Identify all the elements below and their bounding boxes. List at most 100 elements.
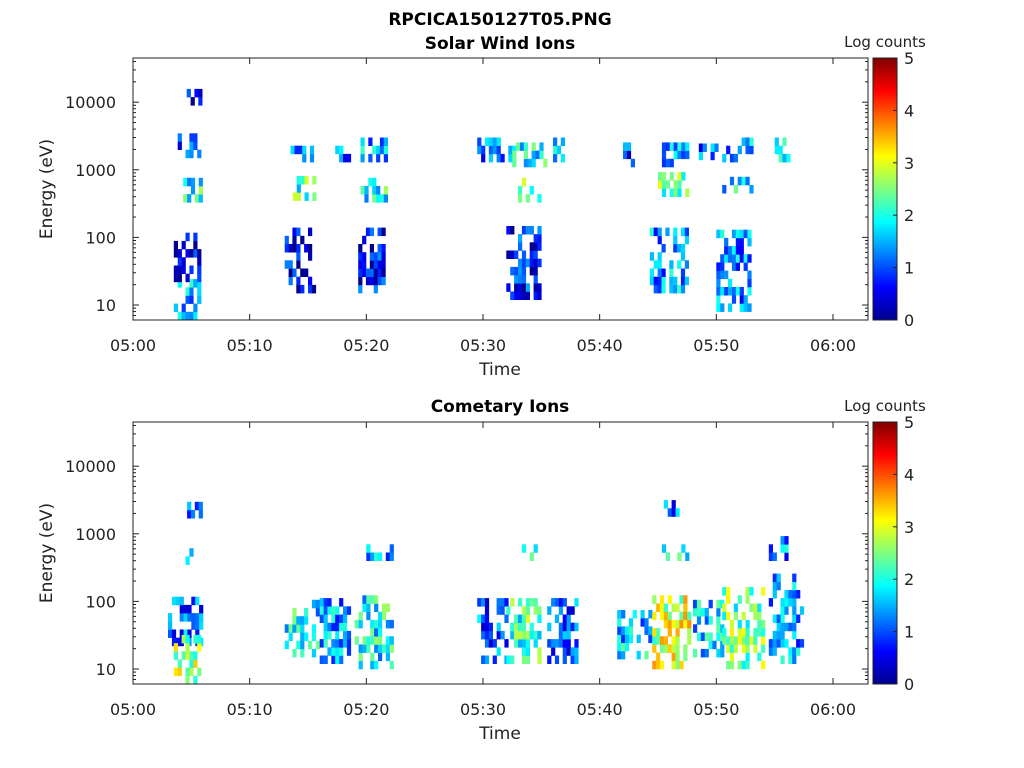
- heatmap-cell-13: [671, 619, 676, 629]
- heatmap-cell-12: [492, 145, 497, 155]
- heatmap-cell-15: [514, 266, 519, 276]
- heatmap-cell-9: [514, 622, 519, 632]
- colorbar-label-cometary: Log counts: [844, 397, 926, 415]
- heatmap-cell-8: [484, 639, 490, 648]
- heatmap-cell-13: [671, 660, 676, 670]
- heatmap-cell-19: [669, 172, 674, 181]
- heatmap-cell-13: [687, 628, 692, 637]
- heatmap-cell-24: [720, 229, 725, 239]
- heatmap-cell-12: [492, 137, 497, 146]
- heatmap-cell-11: [373, 252, 378, 261]
- heatmap-cell-5: [335, 614, 340, 623]
- heatmap-cell-15: [537, 242, 542, 251]
- colorbar-cometary: 0 1 2 3 4 5: [872, 413, 914, 694]
- heatmap-cell-17: [626, 150, 632, 160]
- heatmap-cell-4: [284, 624, 289, 633]
- heatmap-cell-8: [496, 630, 501, 640]
- heatmap-cell-20: [669, 284, 674, 294]
- heatmap-cell-5: [331, 614, 336, 623]
- heatmap-cell-12: [640, 618, 645, 627]
- heatmap-cell-4: [296, 624, 301, 633]
- heatmap-cell-17: [776, 622, 781, 632]
- heatmap-cell-17: [772, 630, 777, 640]
- heatmap-cell-7: [378, 552, 383, 561]
- heatmap-cell-16: [737, 628, 742, 637]
- heatmap-cell-13: [683, 595, 688, 604]
- heatmap-cell-16: [722, 636, 727, 645]
- heatmap-cell-6: [378, 652, 383, 662]
- heatmap-cell-8: [492, 639, 497, 648]
- heatmap-cell-17: [784, 590, 789, 599]
- heatmap-cell-0: [197, 279, 202, 288]
- heatmap-cell-7: [292, 235, 297, 245]
- heatmap-cell-1: [185, 634, 190, 644]
- heatmap-cell-1: [181, 651, 186, 660]
- heatmap-cell-15: [529, 250, 534, 259]
- heatmap-cell-13: [667, 619, 672, 629]
- heatmap-cell-13: [652, 595, 657, 604]
- heatmap-cell-16: [733, 603, 738, 612]
- x-tick-label: 05:30: [460, 336, 506, 355]
- heatmap-cell-1: [197, 273, 202, 283]
- heatmap-cell-2: [177, 141, 182, 150]
- heatmap-cell-6: [378, 644, 383, 653]
- heatmap-cell-7: [296, 276, 301, 286]
- heatmap-cell-4: [198, 97, 203, 106]
- heatmap-cell-13: [687, 636, 692, 645]
- heatmap-cell-19: [681, 172, 686, 181]
- heatmap-cell-5: [319, 606, 324, 615]
- heatmap-cell-12: [628, 634, 633, 644]
- heatmap-cell-1: [197, 257, 202, 266]
- heatmap-cell-5: [331, 639, 336, 648]
- heatmap-cell-16: [729, 619, 735, 629]
- heatmap-cell-24: [735, 237, 740, 247]
- heatmap-cell-6: [300, 176, 305, 185]
- heatmap-cell-16: [722, 603, 727, 612]
- heatmap-cell-20: [680, 244, 686, 253]
- heatmap-cell-16: [761, 636, 766, 645]
- colorbar-tick-label: 3: [904, 518, 914, 537]
- heatmap-cell-10: [566, 639, 571, 648]
- heatmap-cell-12: [628, 618, 633, 627]
- heatmap-cell-9: [510, 655, 515, 664]
- heatmap-cell-6: [385, 619, 390, 629]
- heatmap-cell-24: [739, 237, 744, 247]
- heatmap-cell-0: [189, 311, 194, 321]
- heatmap-cell-15: [518, 275, 523, 284]
- heatmap-cell-11: [381, 276, 386, 286]
- heatmap-cell-0: [168, 629, 173, 638]
- heatmap-cell-1: [189, 667, 194, 677]
- heatmap-cell-14: [665, 552, 670, 561]
- heatmap-cell-19: [673, 188, 678, 197]
- heatmap-cell-18: [768, 552, 773, 561]
- heatmap-cells-cometary: [168, 500, 805, 685]
- heatmap-cell-20: [684, 260, 689, 269]
- heatmap-cell-12: [617, 618, 622, 627]
- heatmap-cell-9: [360, 145, 365, 155]
- heatmap-cell-12: [508, 145, 513, 155]
- heatmap-cell-19: [665, 180, 670, 189]
- heatmap-cell-15: [712, 640, 717, 650]
- heatmap-cell-5: [327, 630, 332, 640]
- heatmap-cell-6: [366, 644, 371, 653]
- heatmap-cell-8: [477, 598, 482, 607]
- heatmap-cell-9: [518, 598, 523, 607]
- heatmap-cell-22: [722, 153, 727, 163]
- heatmap-cell-11: [377, 276, 382, 286]
- heatmap-cell-0: [189, 295, 194, 304]
- heatmap-cell-2: [197, 149, 202, 159]
- heatmap-cell-20: [677, 244, 682, 253]
- heatmap-cell-4: [315, 640, 320, 650]
- heatmap-cell-20: [657, 268, 662, 277]
- heatmap-cell-18: [685, 142, 690, 151]
- heatmap-cell-11: [369, 276, 374, 286]
- heatmap-cell-8: [492, 655, 497, 664]
- heatmap-cell-3: [185, 556, 190, 565]
- heatmap-cell-12: [648, 626, 653, 635]
- heatmap-cell-11: [533, 544, 538, 553]
- heatmap-cell-15: [533, 266, 538, 276]
- heatmap-cell-13: [683, 619, 688, 629]
- heatmap-cell-8: [335, 145, 340, 155]
- heatmap-cell-13: [687, 611, 692, 621]
- heatmap-cell-5: [346, 606, 352, 615]
